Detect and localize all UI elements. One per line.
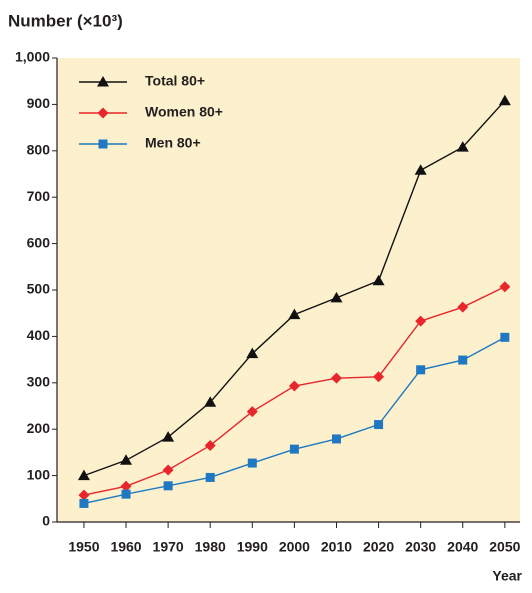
x-axis-label: Year — [492, 568, 522, 584]
marker — [120, 454, 133, 465]
marker — [288, 308, 301, 320]
x-tick-label: 2030 — [405, 539, 436, 555]
y-tick-label: 400 — [27, 327, 51, 343]
legend-marker — [98, 139, 108, 149]
marker — [373, 371, 385, 383]
x-tick-label: 2020 — [363, 539, 394, 555]
marker — [246, 406, 258, 418]
marker — [374, 420, 384, 430]
x-tick-label: 1980 — [195, 539, 226, 555]
y-tick-label: 900 — [27, 95, 51, 111]
marker — [289, 444, 299, 454]
marker — [499, 281, 511, 293]
x-tick-label: 2050 — [489, 539, 520, 555]
x-tick-label: 2040 — [447, 539, 478, 555]
marker — [162, 431, 175, 442]
plot-background — [57, 58, 520, 522]
x-tick-label: 1950 — [68, 539, 99, 555]
y-tick-label: 500 — [27, 281, 51, 297]
x-tick-label: 1990 — [237, 539, 268, 555]
marker — [204, 439, 216, 451]
y-tick-label: 300 — [27, 374, 51, 390]
marker — [415, 315, 427, 327]
x-tick-label: 2000 — [279, 539, 310, 555]
x-tick-label: 2010 — [321, 539, 352, 555]
marker — [78, 489, 90, 501]
legend-label: Men 80+ — [145, 135, 201, 151]
y-tick-label: 800 — [27, 142, 51, 158]
marker — [414, 164, 427, 175]
y-tick-label: 1,000 — [15, 49, 50, 65]
marker — [79, 498, 89, 508]
marker — [204, 396, 217, 407]
legend-label: Total 80+ — [145, 73, 205, 89]
marker — [372, 274, 385, 286]
marker — [458, 355, 468, 365]
chart-title: Number (×10³) — [8, 11, 123, 30]
y-tick-label: 600 — [27, 234, 51, 250]
marker — [120, 480, 132, 492]
marker — [416, 365, 426, 375]
marker — [246, 347, 259, 359]
marker — [457, 301, 469, 313]
x-tick-label: 1960 — [110, 539, 141, 555]
marker — [331, 434, 341, 444]
marker — [163, 481, 173, 491]
marker — [330, 372, 342, 384]
marker — [162, 464, 174, 476]
marker — [330, 291, 343, 303]
marker — [77, 469, 90, 481]
marker — [500, 332, 510, 342]
legend-label: Women 80+ — [145, 104, 223, 120]
legend-marker — [97, 76, 109, 87]
x-tick-label: 1970 — [153, 539, 184, 555]
y-tick-label: 200 — [27, 420, 51, 436]
y-tick-label: 100 — [27, 466, 51, 482]
marker — [205, 472, 215, 482]
marker — [121, 489, 131, 499]
y-tick-label: 700 — [27, 188, 51, 204]
y-tick-label: 0 — [42, 513, 50, 529]
legend-marker — [97, 107, 109, 119]
marker — [456, 141, 469, 152]
marker — [498, 94, 511, 106]
marker — [247, 458, 257, 468]
marker — [288, 380, 300, 392]
